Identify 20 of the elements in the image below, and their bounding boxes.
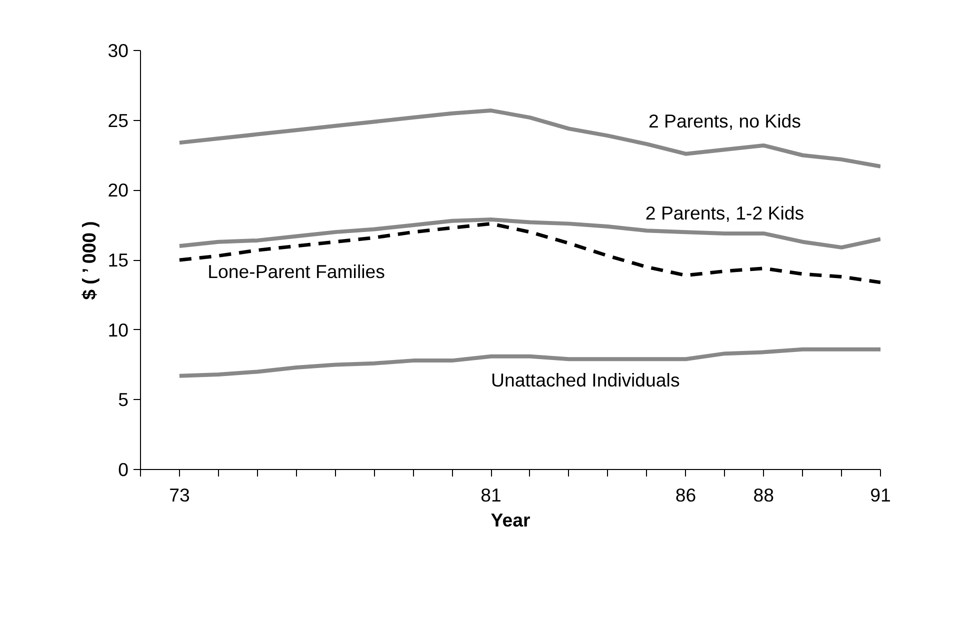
y-axis-title: $ ( ’ 000 ) <box>78 221 100 300</box>
x-tick-label: 81 <box>480 484 502 506</box>
x-tick-label: 88 <box>753 484 774 506</box>
y-tick-label: 25 <box>108 110 129 131</box>
x-tick-label: 91 <box>870 484 891 506</box>
y-tick-label: 5 <box>118 389 129 410</box>
y-tick-label: 10 <box>108 319 129 340</box>
line-series <box>177 108 880 168</box>
line-series <box>178 222 880 284</box>
y-tick-label: 0 <box>118 459 129 480</box>
series-label: Unattached Individuals <box>491 369 680 390</box>
x-tick-label: 86 <box>675 484 696 506</box>
series-label: Lone-Parent Families <box>208 261 385 282</box>
y-tick-label: 15 <box>108 250 129 270</box>
y-tick-label: 20 <box>108 180 129 201</box>
series-label: 2 Parents, no Kids <box>648 110 801 132</box>
series-label: 2 Parents, 1-2 Kids <box>645 202 804 224</box>
x-axis-title: Year <box>490 510 530 530</box>
y-tick-label: 30 <box>108 40 129 61</box>
x-tick-label: 73 <box>169 484 190 506</box>
